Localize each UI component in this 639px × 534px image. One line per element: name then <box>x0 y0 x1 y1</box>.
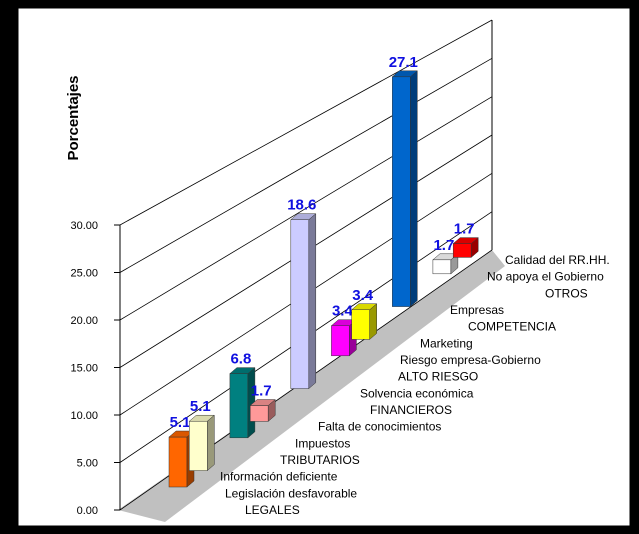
value-label: 1.7 <box>454 221 475 238</box>
x-tick-label: FINANCIEROS <box>370 403 452 417</box>
x-tick-label: Empresas <box>450 303 504 317</box>
x-tick-label: Impuestos <box>295 436 350 450</box>
bar <box>391 70 418 308</box>
bar <box>351 303 378 340</box>
value-label: 6.8 <box>230 351 251 368</box>
x-tick-label: Solvencia económica <box>360 386 474 400</box>
bar-front <box>331 325 350 357</box>
x-tick-label: No apoya el Gobierno <box>487 270 604 284</box>
y-tick-label: 15.00 <box>70 363 98 375</box>
x-tick-label: Calidad del RR.HH. <box>505 253 610 267</box>
bar-side <box>410 70 418 308</box>
value-label: 1.7 <box>251 383 272 400</box>
bar-front <box>229 373 249 439</box>
value-label: 18.6 <box>287 197 316 214</box>
bar-side <box>308 213 317 390</box>
x-tick-label: LEGALES <box>245 503 300 517</box>
bar <box>188 414 215 472</box>
bar-front <box>351 309 370 340</box>
value-label: 3.4 <box>332 303 354 320</box>
bar <box>432 253 459 275</box>
x-tick-label: COMPETENCIA <box>468 320 556 334</box>
bar <box>290 213 317 390</box>
x-tick-label: Marketing <box>420 336 473 350</box>
bar <box>249 399 276 422</box>
x-tick-label: OTROS <box>545 286 588 300</box>
bar-top <box>290 213 317 220</box>
bar-top <box>229 367 256 374</box>
bar-top <box>249 399 276 406</box>
bar-front <box>168 436 188 488</box>
y-tick-label: 25.00 <box>70 268 98 280</box>
bar <box>452 237 479 258</box>
y-tick-label: 5.00 <box>77 458 98 470</box>
bar-front <box>392 76 411 307</box>
bar-front <box>290 219 310 389</box>
x-tick-label: ALTO RIESGO <box>398 370 478 384</box>
value-label: 27.1 <box>389 54 418 71</box>
value-label: 3.4 <box>352 287 374 304</box>
x-tick-label: Legislación desfavorable <box>225 486 357 500</box>
x-tick-label: TRIBUTARIOS <box>280 453 360 467</box>
bar <box>229 367 256 439</box>
bar-side <box>207 414 215 472</box>
y-tick-label: 0.00 <box>77 505 98 517</box>
y-tick-label: 20.00 <box>70 315 98 327</box>
x-tick-label: Información deficiente <box>220 470 338 484</box>
x-tick-label: Riesgo empresa-Gobierno <box>400 353 541 367</box>
grid-line <box>119 19 493 226</box>
value-label: 1.7 <box>433 237 454 254</box>
value-label: 5.1 <box>170 414 191 431</box>
bar-top <box>391 70 418 78</box>
bar-front <box>432 259 452 275</box>
value-label: 5.1 <box>190 398 211 415</box>
grid-line <box>119 57 493 273</box>
bar-front <box>452 243 472 258</box>
y-tick-label: 30.00 <box>70 220 98 232</box>
bar-top <box>351 303 378 311</box>
bar-front <box>249 405 269 422</box>
y-axis-title: Porcentajes <box>65 75 82 160</box>
y-tick-label: 10.00 <box>70 410 98 422</box>
bar-top <box>452 237 479 244</box>
bar-top <box>188 414 215 422</box>
bar-front <box>189 420 208 471</box>
grid-line <box>119 96 493 321</box>
x-tick-label: Falta de conocimientos <box>318 420 441 434</box>
